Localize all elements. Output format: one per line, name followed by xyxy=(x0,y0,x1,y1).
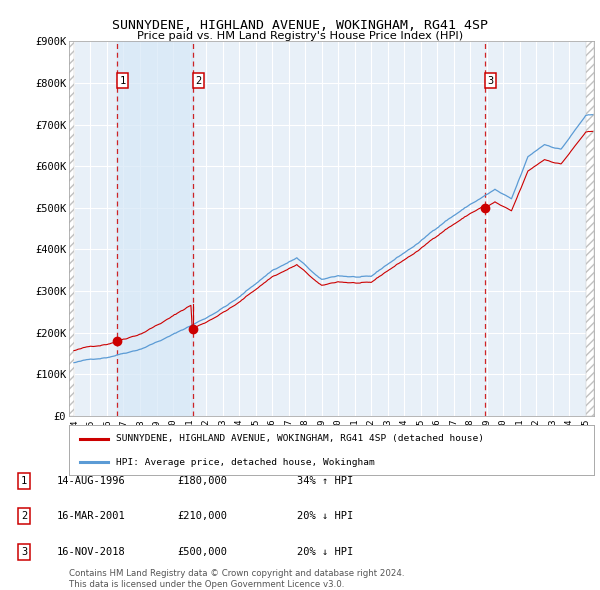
Text: 2: 2 xyxy=(196,76,202,86)
Text: 1: 1 xyxy=(119,76,126,86)
Text: 3: 3 xyxy=(487,76,493,86)
Text: 20% ↓ HPI: 20% ↓ HPI xyxy=(297,547,353,556)
Text: HPI: Average price, detached house, Wokingham: HPI: Average price, detached house, Woki… xyxy=(116,458,375,467)
Text: SUNNYDENE, HIGHLAND AVENUE, WOKINGHAM, RG41 4SP: SUNNYDENE, HIGHLAND AVENUE, WOKINGHAM, R… xyxy=(112,19,488,32)
Text: £180,000: £180,000 xyxy=(177,476,227,486)
Text: 2: 2 xyxy=(21,512,27,521)
Text: 1: 1 xyxy=(21,476,27,486)
Text: 20% ↓ HPI: 20% ↓ HPI xyxy=(297,512,353,521)
Text: £500,000: £500,000 xyxy=(177,547,227,556)
Text: 3: 3 xyxy=(21,547,27,556)
Text: 16-NOV-2018: 16-NOV-2018 xyxy=(57,547,126,556)
Text: 34% ↑ HPI: 34% ↑ HPI xyxy=(297,476,353,486)
Text: Contains HM Land Registry data © Crown copyright and database right 2024.
This d: Contains HM Land Registry data © Crown c… xyxy=(69,569,404,589)
Text: 16-MAR-2001: 16-MAR-2001 xyxy=(57,512,126,521)
Text: SUNNYDENE, HIGHLAND AVENUE, WOKINGHAM, RG41 4SP (detached house): SUNNYDENE, HIGHLAND AVENUE, WOKINGHAM, R… xyxy=(116,434,484,443)
Text: £210,000: £210,000 xyxy=(177,512,227,521)
Text: Price paid vs. HM Land Registry's House Price Index (HPI): Price paid vs. HM Land Registry's House … xyxy=(137,31,463,41)
Text: 14-AUG-1996: 14-AUG-1996 xyxy=(57,476,126,486)
